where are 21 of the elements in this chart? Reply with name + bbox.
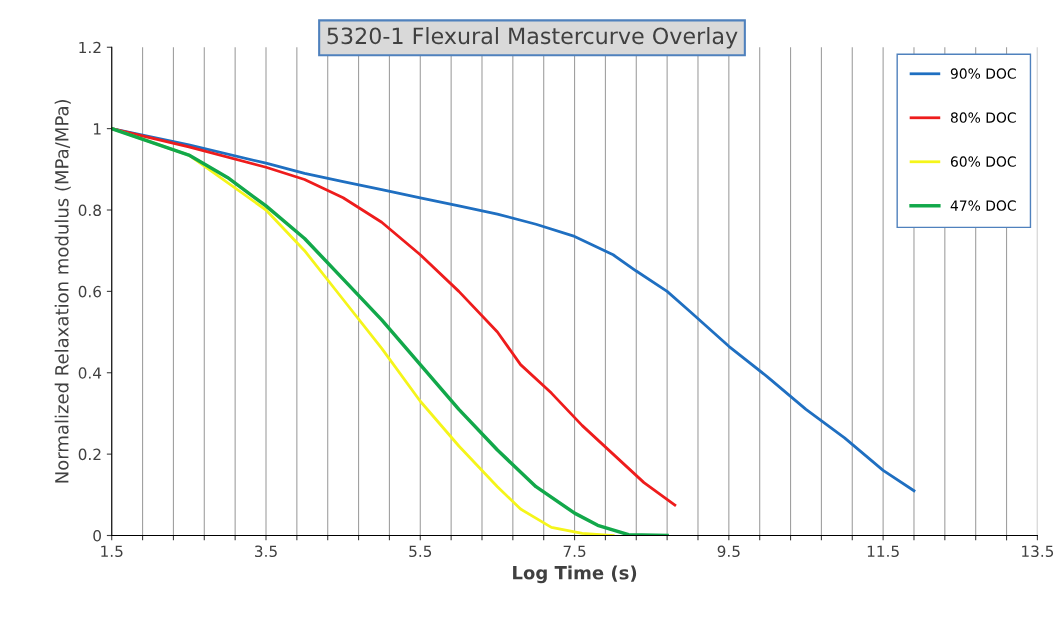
x-tick-label: 5.5 [409, 545, 432, 558]
x-tick-label: 3.5 [255, 545, 277, 558]
x-tick-label: 11.5 [867, 545, 899, 558]
y-tick-label: 1 [93, 123, 101, 135]
y-tick-label: 0.8 [78, 204, 101, 217]
y-tick-label: 0 [93, 529, 101, 542]
x-tick-label: 1.5 [101, 545, 123, 558]
y-tick-label: 1.2 [79, 41, 101, 54]
y-axis-title: Normalized Relaxation modulus (MPa/MPa) [54, 99, 71, 483]
chart-title: 5320-1 Flexural Mastercurve Overlay [327, 27, 738, 49]
x-tick-label: 13.5 [1022, 545, 1054, 558]
y-tick-label: 0.2 [78, 448, 101, 461]
y-tick-label: 0.6 [78, 285, 102, 298]
x-tick-label: 9.5 [717, 545, 740, 558]
x-tick-label: 7.5 [563, 545, 586, 558]
legend-label: 80% DOC [950, 112, 1016, 123]
legend-label: 60% DOC [950, 156, 1016, 167]
legend-label: 47% DOC [950, 200, 1016, 211]
y-tick-label: 0.4 [78, 367, 102, 379]
legend-label: 90% DOC [950, 68, 1016, 79]
x-axis-title: Log Time (s) [513, 565, 637, 584]
